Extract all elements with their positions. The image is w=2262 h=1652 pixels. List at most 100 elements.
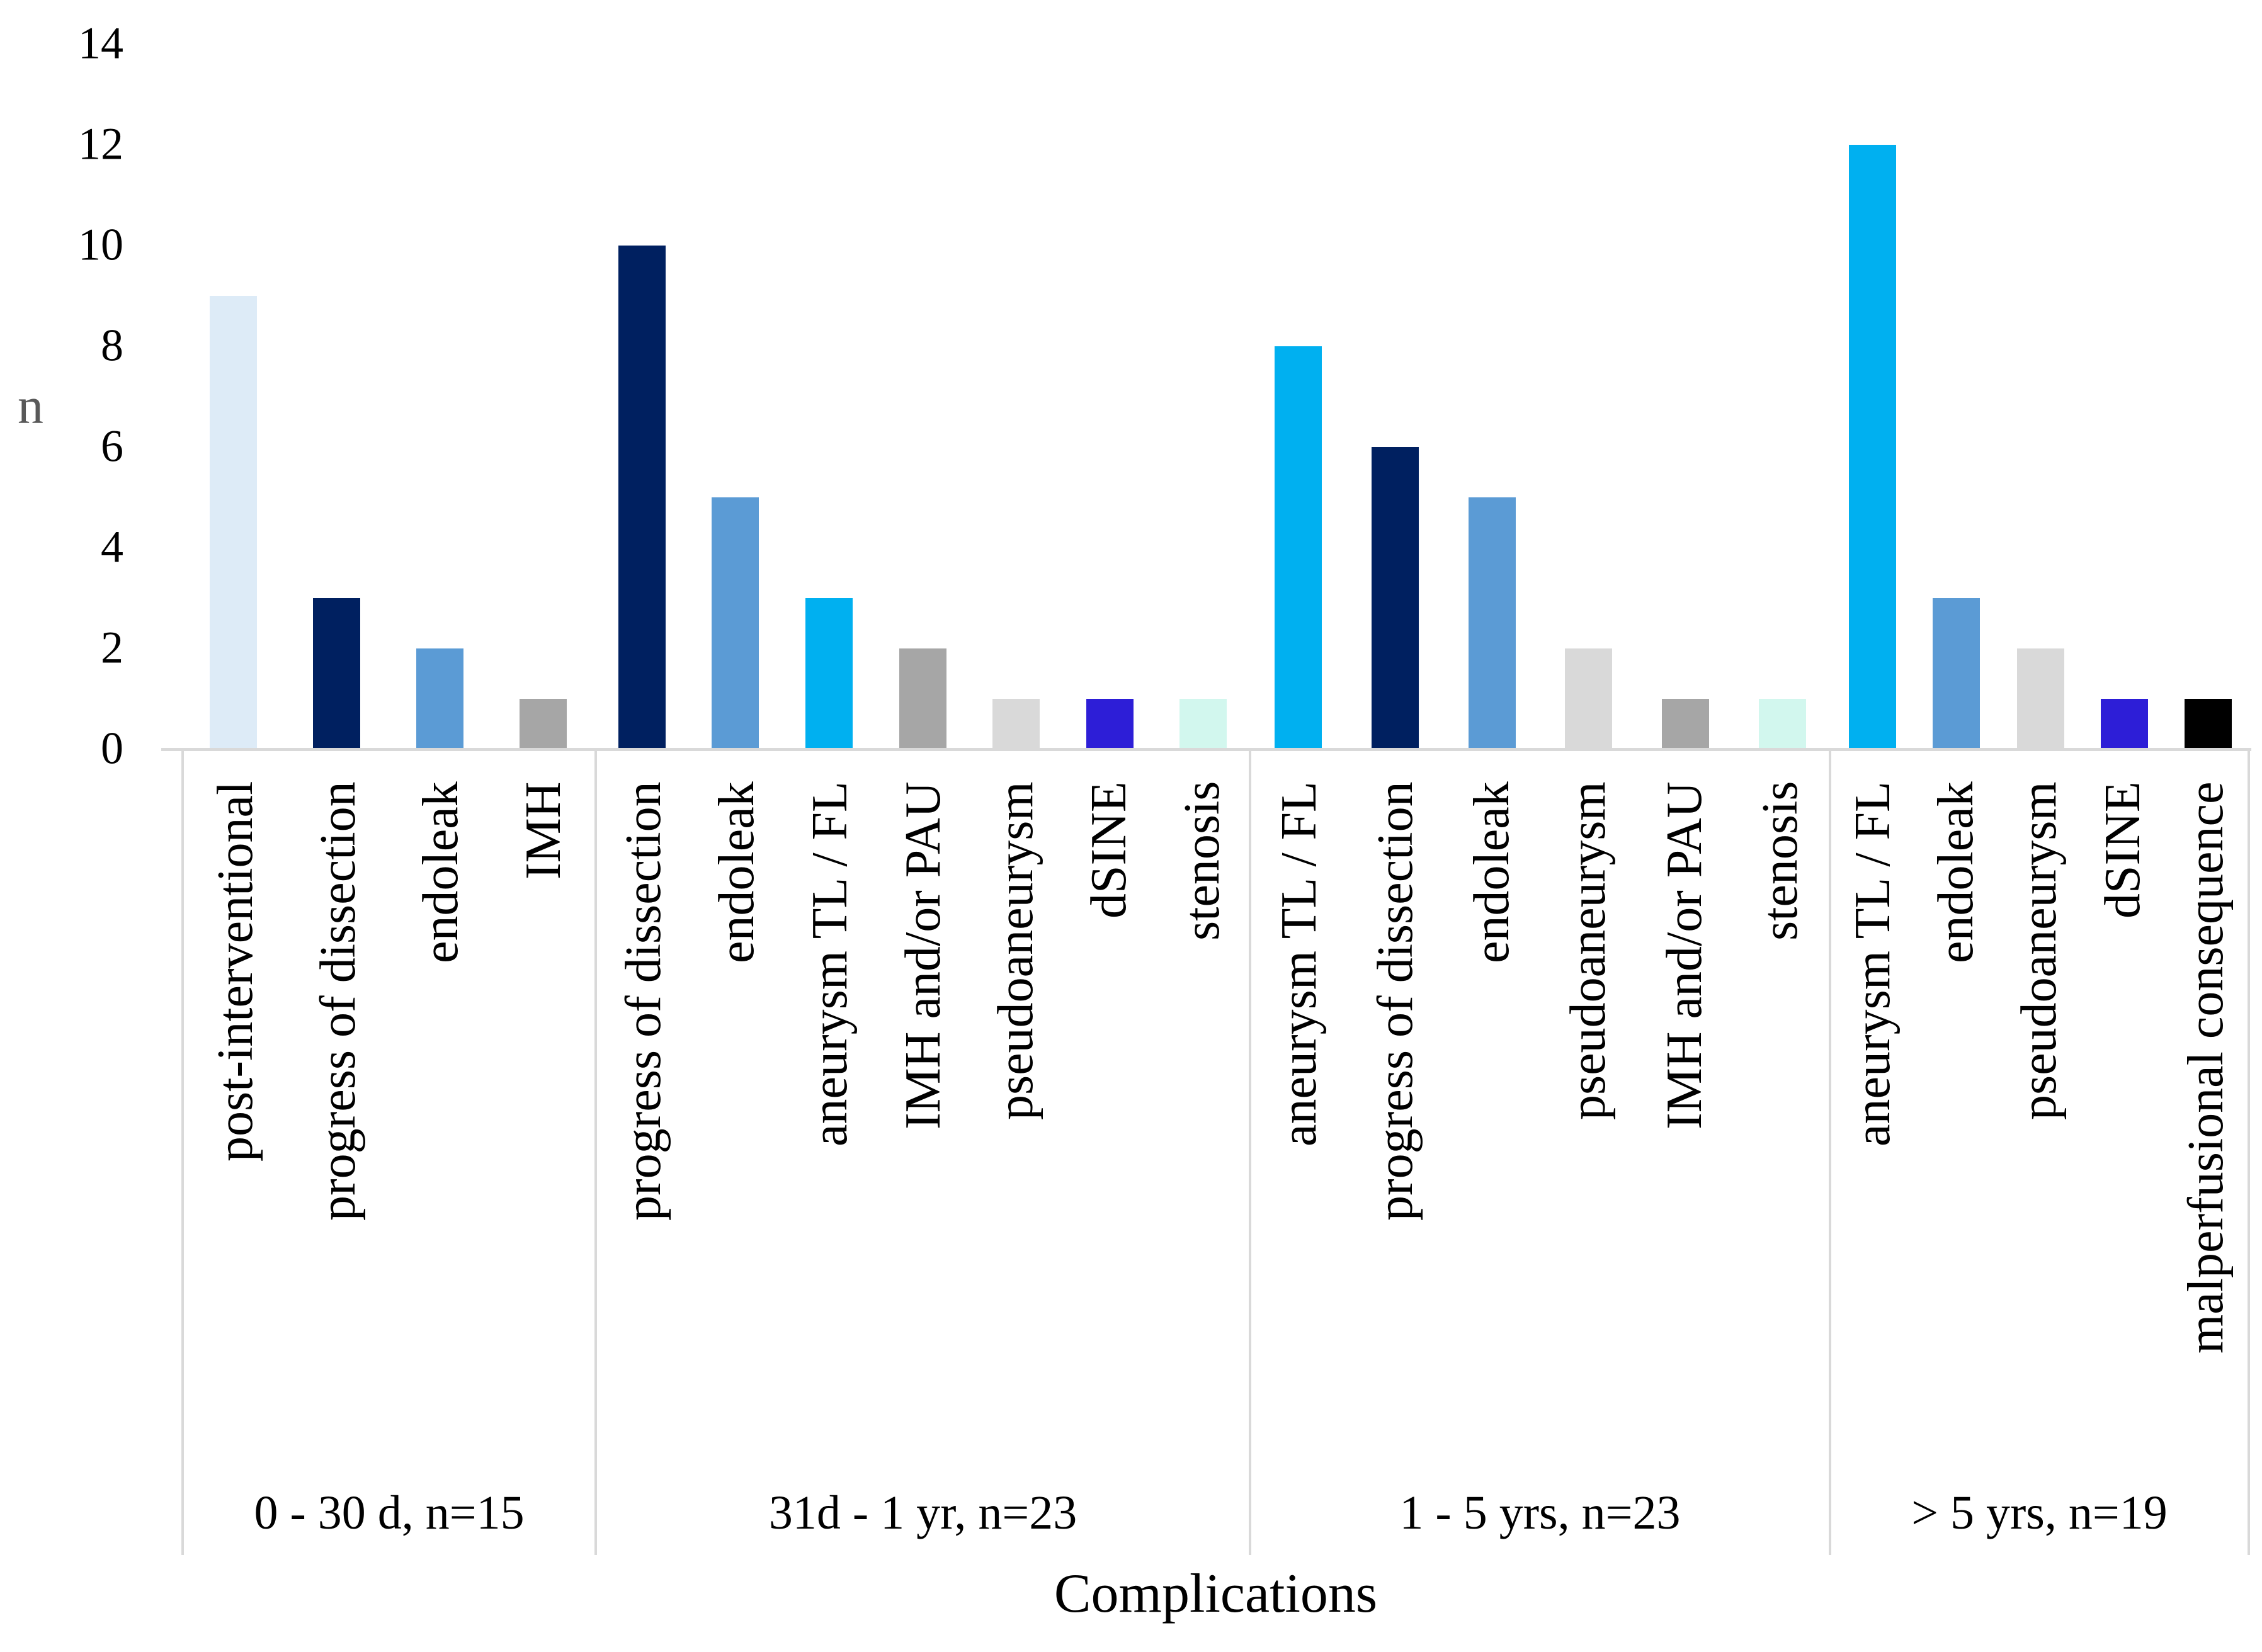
bar (1372, 447, 1419, 749)
category-label: post-interventional (207, 781, 263, 1162)
bar (1086, 699, 1134, 749)
category-label: aneurysm TL / FL (1845, 781, 1901, 1146)
x-axis-line (161, 748, 2251, 751)
bar-slot (1831, 44, 1914, 749)
category-label: endoleak (708, 781, 764, 963)
bar (2184, 699, 2232, 749)
category-slot: pseudoaneurysm (1540, 781, 1636, 1470)
category-slot: endoleak (1444, 781, 1540, 1470)
category-label-row: progress of dissection endoleak aneurysm T… (597, 751, 1249, 1470)
bar-group (1831, 44, 2250, 749)
category-label: stenosis (1174, 781, 1230, 941)
category-slot: progress of dissection (1348, 781, 1444, 1470)
bar-slot (181, 44, 285, 749)
category-label: IMH and/or PAU (895, 781, 951, 1129)
bar (312, 598, 360, 749)
bar-slot (285, 44, 388, 749)
bar (992, 699, 1040, 749)
category-slot: stenosis (1732, 781, 1829, 1470)
category-slot: IMH (492, 781, 594, 1470)
bar (416, 648, 464, 749)
category-slot: aneurysm TL / FL (783, 781, 877, 1470)
y-axis-title: n (18, 377, 43, 434)
bar-slot (1734, 44, 1831, 749)
category-group: aneurysm TL / FL endoleak pseudoaneurysm dS… (1831, 751, 2250, 1555)
bar-slot (1063, 44, 1157, 749)
bar-slot (1347, 44, 1444, 749)
bar-slot (1443, 44, 1540, 749)
bar-slot (969, 44, 1063, 749)
category-group: post-interventional progress of dissectio… (184, 751, 598, 1555)
bar (712, 497, 759, 749)
bar-slot (782, 44, 876, 749)
bar-group (181, 44, 595, 749)
category-label-row: aneurysm TL / FL endoleak pseudoaneurysm dS… (1831, 751, 2248, 1470)
bar (1662, 699, 1710, 749)
bar-slot (595, 44, 689, 749)
bar (1275, 346, 1322, 749)
category-slot: dSINE (1062, 781, 1156, 1470)
bar-slot (1998, 44, 2082, 749)
category-slot: endoleak (1914, 781, 1998, 1470)
bar (1849, 145, 1897, 749)
category-label: pseudoaneurysm (988, 781, 1044, 1120)
bar (209, 296, 257, 749)
category-label-row: aneurysm TL / FL progress of dissection en… (1251, 751, 1829, 1470)
bar-slot (1250, 44, 1347, 749)
category-label: pseudoaneurysm (1560, 781, 1616, 1120)
bar-slot (389, 44, 492, 749)
bar (2016, 648, 2064, 749)
category-label: progress of dissection (310, 781, 366, 1221)
x-axis-title: Complications (1054, 1563, 1378, 1624)
category-slot: progress of dissection (597, 781, 690, 1470)
category-slot: dSINE (2081, 781, 2164, 1470)
category-label: dSINE (1081, 781, 1137, 919)
category-label: stenosis (1753, 781, 1809, 941)
category-slot: pseudoaneurysm (970, 781, 1063, 1470)
category-label: malperfusional consequence (2178, 781, 2234, 1354)
category-label-row: post-interventional progress of dissectio… (184, 751, 594, 1470)
y-tick-label: 0 (101, 723, 123, 774)
bar (1468, 497, 1516, 749)
bar-slot (689, 44, 783, 749)
y-tick-label: 12 (78, 118, 123, 169)
bar (2100, 699, 2148, 749)
y-tick-label: 10 (78, 219, 123, 270)
group-label: 1 - 5 yrs, n=23 (1399, 1486, 1681, 1539)
bar (520, 699, 567, 749)
bar (1565, 648, 1613, 749)
category-slot: aneurysm TL / FL (1831, 781, 1914, 1470)
y-tick-label: 2 (101, 622, 123, 673)
bar-group (595, 44, 1250, 749)
category-label: IMH and/or PAU (1656, 781, 1712, 1129)
category-label: aneurysm TL / FL (1271, 781, 1327, 1146)
bar-slot (1540, 44, 1637, 749)
category-group: aneurysm TL / FL progress of dissection en… (1251, 751, 1831, 1555)
bar-slot (876, 44, 970, 749)
category-label: dSINE (2094, 781, 2151, 919)
category-label: endoleak (1464, 781, 1520, 963)
bar-group (1250, 44, 1831, 749)
category-slot: IMH and/or PAU (877, 781, 970, 1470)
y-tick-label: 4 (101, 521, 123, 572)
bar (1758, 699, 1806, 749)
bar-slot (1914, 44, 1998, 749)
category-label: progress of dissection (616, 781, 672, 1221)
category-label: endoleak (1928, 781, 1984, 963)
category-slot: stenosis (1156, 781, 1249, 1470)
category-group: progress of dissection endoleak aneurysm T… (597, 751, 1251, 1555)
category-slot: IMH and/or PAU (1636, 781, 1732, 1470)
y-tick-label: 14 (78, 18, 123, 69)
y-axis-ticks: 0 2 4 6 8 10 12 14 (0, 0, 123, 1652)
category-slot: endoleak (690, 781, 783, 1470)
plot-area (181, 44, 2250, 749)
category-label: endoleak (412, 781, 469, 963)
bar-slot (1156, 44, 1250, 749)
y-tick-label: 8 (101, 320, 123, 371)
category-slot: post-interventional (184, 781, 287, 1470)
category-slot: aneurysm TL / FL (1251, 781, 1348, 1470)
bar-slot (2166, 44, 2250, 749)
bar-slot (2083, 44, 2166, 749)
bar-slot (1637, 44, 1734, 749)
bar (1179, 699, 1227, 749)
